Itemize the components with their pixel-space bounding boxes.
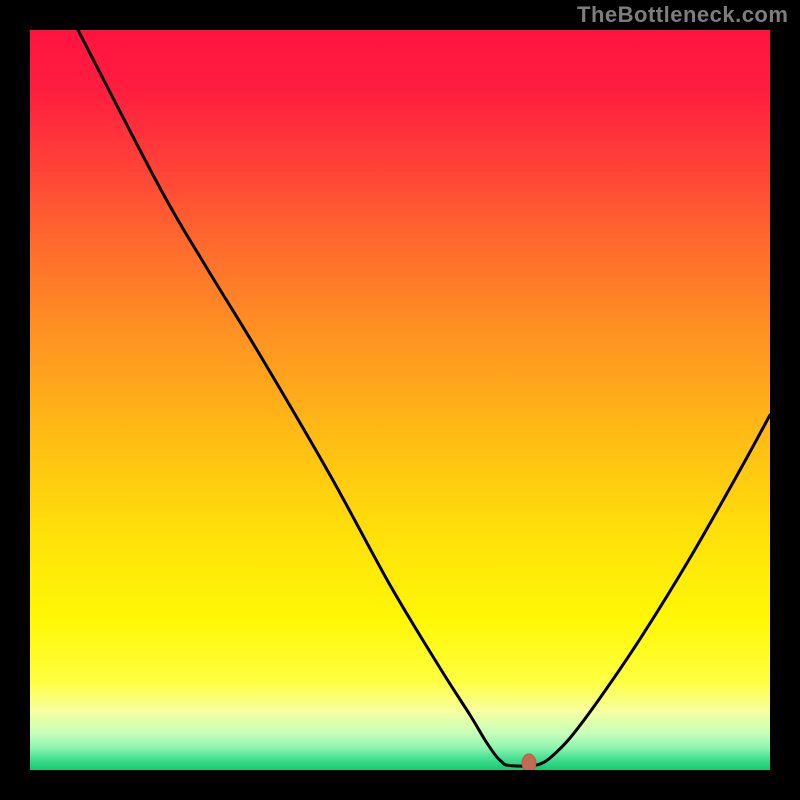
plot-area	[30, 30, 770, 770]
bottleneck-curve	[30, 30, 770, 770]
watermark-text: TheBottleneck.com	[577, 2, 788, 28]
optimal-point-marker	[522, 754, 536, 770]
bottleneck-curve-path	[78, 30, 770, 766]
